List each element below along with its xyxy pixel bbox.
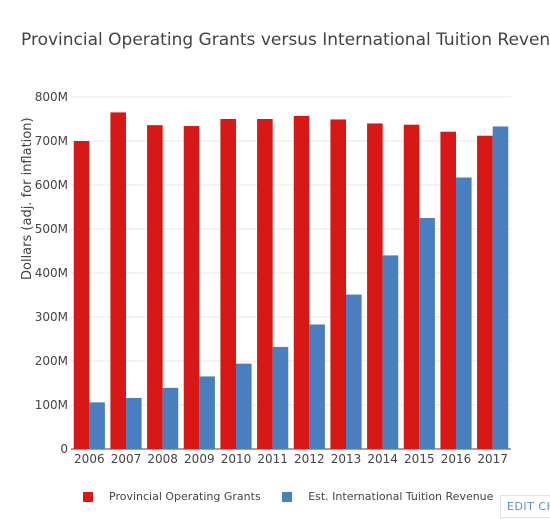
legend-swatch-tuition [282, 491, 293, 502]
x-tick-label: 2012 [294, 452, 325, 466]
grant-bar-2015[interactable] [403, 124, 420, 449]
x-tick-label: 2016 [441, 452, 472, 466]
grant-bar-2011[interactable] [257, 119, 273, 449]
y-axis-label: Dollars (adj. for inflation) [20, 117, 35, 280]
y-tick-label: 200M [35, 354, 68, 368]
legend-item-grants[interactable]: Provincial Operating Grants [83, 490, 261, 503]
x-tick-label: 2006 [74, 452, 105, 466]
tuition-bar-2013[interactable] [346, 294, 362, 449]
tuition-bar-2016[interactable] [456, 177, 472, 449]
x-tick-label: 2007 [111, 452, 142, 466]
grant-bar-2016[interactable] [440, 131, 456, 449]
grant-bar-2008[interactable] [147, 125, 163, 449]
y-tick-label: 700M [35, 134, 68, 148]
tuition-bar-2006[interactable] [89, 402, 105, 449]
x-tick-label: 2008 [147, 452, 178, 466]
tuition-bar-2015[interactable] [419, 218, 435, 449]
y-tick-label: 300M [35, 310, 68, 324]
y-tick-label: 500M [35, 222, 68, 236]
x-tick-label: 2011 [257, 452, 288, 466]
y-tick-label: 400M [35, 266, 68, 280]
legend-label-tuition: Est. International Tuition Revenue [308, 490, 494, 503]
tuition-bar-2007[interactable] [126, 397, 142, 449]
tuition-bar-2017[interactable] [492, 126, 509, 449]
y-tick-label: 800M [35, 90, 68, 104]
tuition-bar-2011[interactable] [272, 346, 289, 449]
tuition-bar-2014[interactable] [382, 255, 399, 449]
x-tick-label: 2017 [477, 452, 508, 466]
grant-bar-2007[interactable] [110, 112, 126, 450]
chart-title: Provincial Operating Grants versus Inter… [21, 30, 550, 50]
grant-bar-2012[interactable] [293, 115, 310, 450]
tuition-bar-2010[interactable] [236, 363, 252, 449]
y-tick-label: 0 [60, 442, 68, 456]
x-tick-label: 2009 [184, 452, 215, 466]
tuition-bar-2008[interactable] [162, 387, 179, 449]
grant-bar-2006[interactable] [73, 141, 90, 449]
x-tick-label: 2013 [331, 452, 362, 466]
y-tick-label: 600M [35, 178, 68, 192]
y-tick-label: 100M [35, 398, 68, 412]
grant-bar-2013[interactable] [330, 119, 346, 449]
tuition-bar-2009[interactable] [199, 376, 215, 449]
legend-item-tuition[interactable]: Est. International Tuition Revenue [282, 490, 493, 503]
y-axis-ticks: 0 100M 200M 300M 400M 500M 600M 700M 800M [35, 90, 68, 456]
tuition-bar-2012[interactable] [309, 324, 325, 449]
legend-swatch-grants [83, 491, 93, 502]
legend[interactable]: Provincial Operating Grants Est. Interna… [83, 490, 511, 505]
x-tick-label: 2010 [221, 452, 252, 466]
grant-bar-2010[interactable] [220, 119, 236, 449]
x-tick-label: 2014 [367, 452, 398, 466]
grant-bar-2017[interactable] [477, 135, 493, 449]
grant-bar-2014[interactable] [367, 123, 383, 450]
edit-chart-link[interactable]: EDIT CH [500, 495, 550, 518]
legend-label-grants: Provincial Operating Grants [109, 490, 261, 503]
gridlines [71, 96, 511, 450]
x-axis-ticks: 2006 2007 2008 2009 2010 2011 2012 2013 2014 2015… [74, 452, 508, 466]
grant-bar-2009[interactable] [183, 126, 200, 449]
bars [73, 112, 509, 450]
x-tick-label: 2015 [404, 452, 435, 466]
